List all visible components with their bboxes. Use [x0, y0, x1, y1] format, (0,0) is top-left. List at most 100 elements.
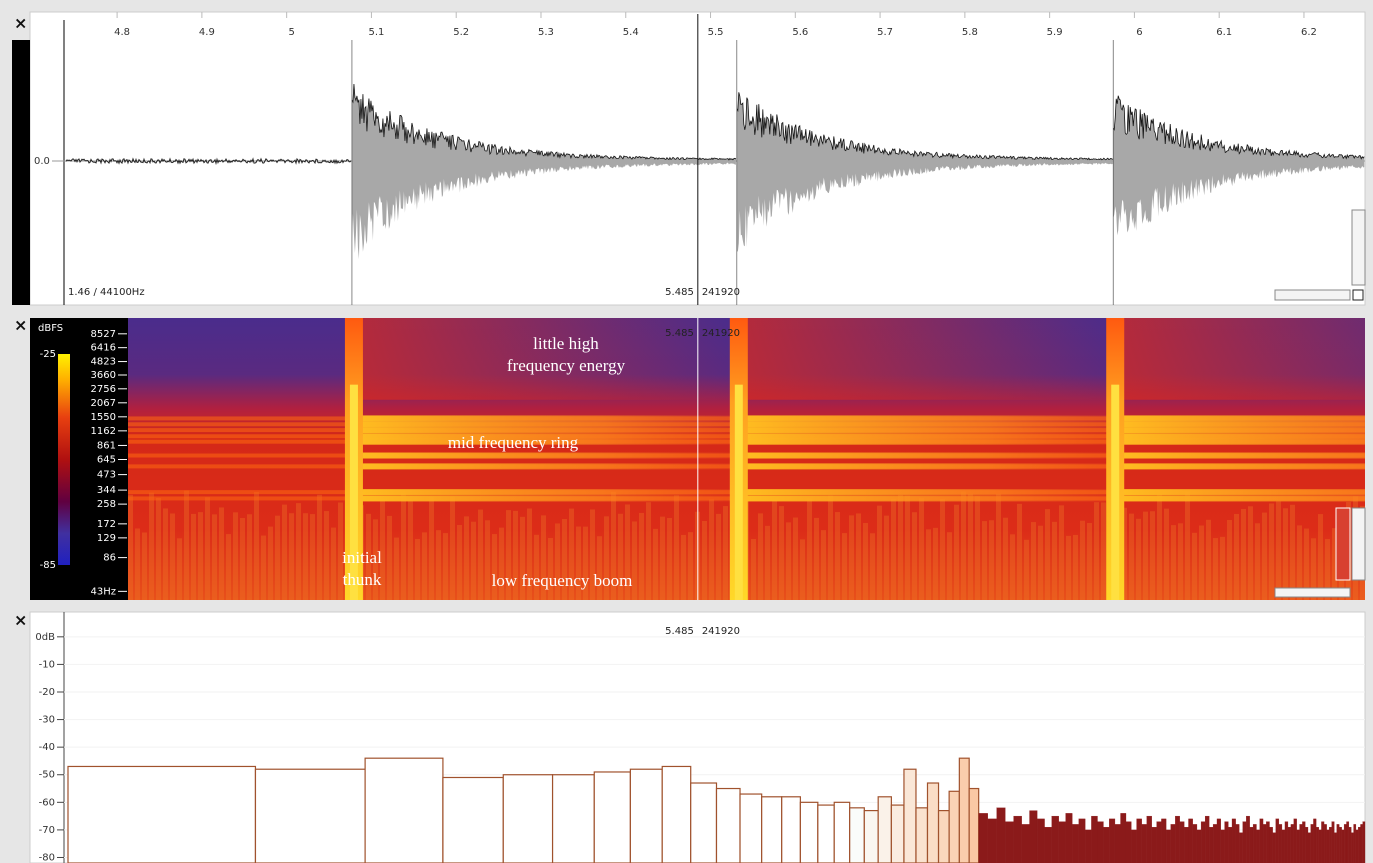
- texture: [758, 513, 763, 600]
- texture: [177, 538, 182, 600]
- reset-button[interactable]: [1352, 289, 1364, 301]
- waveform-envelope: [1113, 95, 1365, 236]
- db-tick-label: 0dB: [35, 632, 55, 643]
- zoom-widget[interactable]: [1335, 507, 1351, 581]
- spectrum-bar: [1078, 818, 1086, 863]
- spectrum-bar: [1196, 829, 1202, 863]
- spectrum-bar: [1114, 824, 1121, 863]
- texture: [1157, 494, 1162, 600]
- spectrum-bar: [364, 757, 444, 863]
- texture: [1234, 513, 1239, 600]
- color-scale-label: -25: [40, 349, 56, 360]
- color-scale-unit: dBFS: [38, 323, 63, 334]
- spectrum-bar: [1343, 824, 1347, 863]
- texture: [548, 537, 553, 600]
- zoom-widget[interactable]: [1274, 289, 1351, 301]
- freq-tick-label: 1162: [91, 426, 116, 437]
- texture: [373, 519, 378, 600]
- spectrum-bar: [442, 776, 504, 863]
- texture: [1269, 503, 1274, 600]
- spectrum-bar: [1044, 826, 1052, 863]
- freq-tick-label: 6416: [91, 343, 116, 354]
- db-tick-label: -50: [39, 770, 55, 781]
- spectrum-bar: [1235, 824, 1240, 863]
- texture: [800, 539, 805, 600]
- ring-band: [736, 438, 1157, 445]
- texture: [198, 512, 203, 600]
- spectrum-bar: [1329, 826, 1332, 863]
- spectrum-bar: [1165, 829, 1171, 863]
- close-button[interactable]: ×: [14, 611, 27, 630]
- zoom-widget[interactable]: [1351, 209, 1366, 286]
- texture: [968, 493, 973, 600]
- close-button[interactable]: ×: [14, 14, 27, 33]
- freq-tick-label: 4823: [91, 357, 116, 368]
- texture: [828, 495, 833, 600]
- close-button[interactable]: ×: [14, 316, 27, 335]
- texture: [520, 516, 525, 600]
- texture: [1171, 525, 1176, 600]
- texture: [1136, 518, 1141, 600]
- texture: [786, 522, 791, 600]
- zoom-widget[interactable]: [1274, 587, 1351, 598]
- spectrum-bar: [948, 790, 960, 863]
- texture: [982, 521, 987, 600]
- spectrum-bar: [1021, 824, 1030, 863]
- texture: [709, 499, 714, 600]
- spectrum-bar: [1036, 818, 1045, 863]
- spectrum-bar: [1151, 826, 1157, 863]
- texture: [569, 508, 574, 600]
- time-tick-label: 6.2: [1301, 27, 1317, 38]
- texture: [212, 514, 217, 600]
- texture: [562, 518, 567, 600]
- texture: [912, 512, 917, 600]
- texture: [1227, 519, 1232, 600]
- spectrum-bar: [996, 807, 1006, 863]
- texture: [506, 510, 511, 600]
- zoom-widget[interactable]: [1351, 507, 1366, 581]
- texture: [156, 497, 161, 600]
- spectrum-bar: [781, 796, 801, 863]
- texture: [1297, 525, 1302, 600]
- texture: [240, 517, 245, 600]
- spectrum-bar: [1313, 818, 1317, 863]
- cursor-frame: 241920: [702, 626, 740, 637]
- sample-rate-info: 1.46 / 44100Hz: [68, 287, 145, 298]
- db-tick-label: -40: [39, 742, 55, 753]
- texture: [380, 499, 385, 600]
- texture: [898, 494, 903, 600]
- time-tick-label: 5.5: [708, 27, 724, 38]
- spectrum-bar: [1175, 815, 1180, 863]
- texture: [688, 532, 693, 600]
- texture: [1003, 517, 1008, 600]
- spectrum-bar: [849, 807, 865, 863]
- spectrum-bar: [1266, 821, 1270, 863]
- spectrum-bar: [1339, 826, 1342, 863]
- freq-tick-label: 344: [97, 485, 116, 496]
- texture: [1318, 514, 1323, 600]
- spectrum-bar: [1259, 818, 1264, 863]
- texture: [527, 508, 532, 600]
- texture: [338, 502, 343, 600]
- spectrum-bar: [1287, 826, 1292, 863]
- annotation: mid frequency ring: [448, 433, 579, 452]
- texture: [1101, 502, 1106, 600]
- spectrum-bar: [1231, 818, 1236, 863]
- spectrum-bar: [987, 818, 997, 863]
- spectrum-bar: [799, 801, 819, 863]
- texture: [317, 494, 322, 600]
- time-tick-label: 5.3: [538, 27, 554, 38]
- texture: [590, 509, 595, 600]
- ring-band: [736, 415, 1157, 422]
- ring-band: [736, 463, 1157, 470]
- spectrum-bar: [1323, 824, 1327, 863]
- texture: [779, 506, 784, 600]
- texture: [296, 503, 301, 600]
- texture: [261, 535, 266, 600]
- texture: [632, 521, 637, 600]
- spectrum-bar: [1029, 810, 1038, 863]
- annotation: low frequency boom: [492, 571, 633, 590]
- spectrum-bar: [1120, 813, 1127, 863]
- ring-band: [736, 489, 1157, 496]
- spectrum-bar: [551, 774, 595, 863]
